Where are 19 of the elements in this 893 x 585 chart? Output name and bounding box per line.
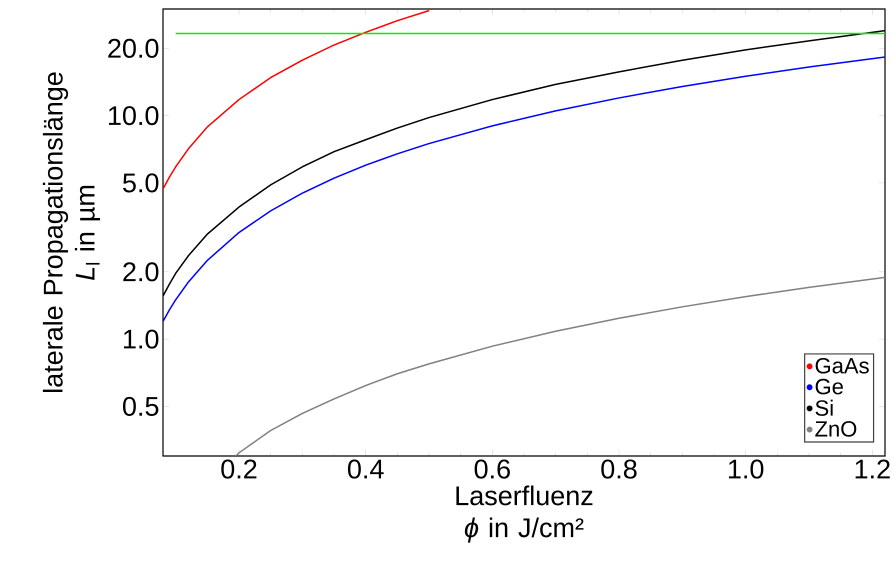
x-tick-label: 0.6 xyxy=(474,460,510,479)
legend-label: Ge xyxy=(816,378,843,394)
x-tick-label: 0.4 xyxy=(348,460,384,479)
y-tick-label: 20.0 xyxy=(108,38,158,58)
x-axis-title: Laserfluenz ϕ in J/cm² xyxy=(456,485,592,543)
x-tick-label: 0.2 xyxy=(221,460,256,479)
legend-label: Si xyxy=(816,400,833,416)
y-tick-label: 5.0 xyxy=(123,173,158,192)
legend-label: GaAs xyxy=(816,358,869,374)
x-tick-label: 1.0 xyxy=(728,460,764,479)
x-tick-label: 0.8 xyxy=(601,460,637,479)
legend-label: ZnO xyxy=(815,421,856,437)
y-tick-label: 0.5 xyxy=(122,396,158,416)
y-tick-label: 2.0 xyxy=(123,262,158,282)
line-series xyxy=(163,56,886,322)
x-tick-label: 1.2 xyxy=(856,460,890,478)
y-tick-label: 1.0 xyxy=(124,330,158,349)
line-series xyxy=(163,10,430,190)
y-tick-label: 10.0 xyxy=(108,106,158,126)
